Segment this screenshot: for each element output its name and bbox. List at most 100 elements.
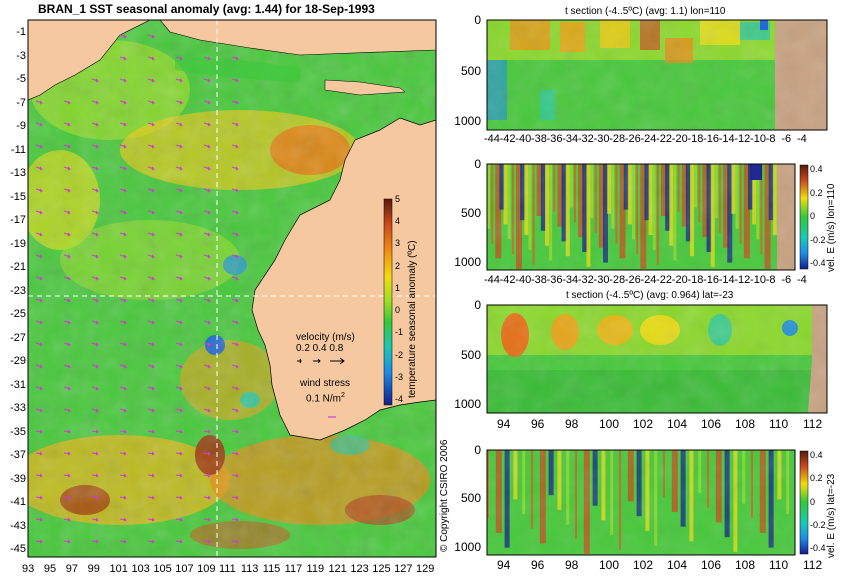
panel-x-tick-label: -10 bbox=[750, 274, 766, 286]
panel-x-tick-label: 108 bbox=[735, 417, 756, 431]
panel-t-section-lat[interactable] bbox=[486, 304, 828, 414]
wind-arrow bbox=[63, 364, 71, 369]
wind-arrow bbox=[35, 342, 43, 347]
panel-t-section-lon[interactable] bbox=[486, 19, 828, 131]
wind-arrow bbox=[203, 320, 211, 325]
wind-arrow bbox=[91, 276, 99, 281]
wind-arrow bbox=[35, 473, 43, 478]
wind-arrow bbox=[175, 517, 183, 522]
longitude-tick-label: 103 bbox=[131, 563, 150, 575]
latitude-tick-label: -41 bbox=[10, 496, 26, 508]
wind-arrow bbox=[147, 210, 155, 215]
panel-x-tick-label: 110 bbox=[769, 558, 789, 572]
wind-arrow bbox=[35, 408, 43, 413]
wind-arrow bbox=[63, 210, 71, 215]
longitude-tick-label: 99 bbox=[87, 563, 100, 575]
sst-colorbar-label: temperature seasonal anomaly (ºC) bbox=[407, 240, 418, 398]
wind-arrow bbox=[231, 517, 239, 522]
vel-colorbar-tick-label: 0 bbox=[810, 496, 816, 507]
wind-arrow bbox=[175, 320, 183, 325]
longitude-tick-label: 119 bbox=[306, 563, 325, 575]
panel-y-tick-label: 500 bbox=[460, 347, 481, 362]
wind-arrow bbox=[63, 539, 71, 544]
wind-arrow bbox=[91, 166, 99, 171]
wind-arrow bbox=[91, 429, 99, 434]
panel-x-tick-label: 100 bbox=[599, 558, 620, 572]
latitude-tick-label: -23 bbox=[10, 284, 26, 297]
panel-x-tick-label: -22 bbox=[656, 133, 673, 145]
wind-arrow bbox=[119, 298, 127, 303]
panel-x-tick-label: -44 bbox=[484, 274, 500, 286]
panel-x-tick-label: -20 bbox=[671, 274, 688, 286]
longitude-tick-label: 121 bbox=[328, 563, 347, 575]
wind-arrow bbox=[175, 232, 183, 237]
wind-arrow bbox=[91, 100, 99, 105]
longitude-tick-label: 113 bbox=[240, 563, 259, 575]
wind-arrow bbox=[231, 188, 239, 193]
map-field bbox=[28, 20, 436, 557]
longitude-tick-label: 115 bbox=[262, 563, 281, 575]
wind-arrow bbox=[35, 364, 43, 369]
wind-arrow bbox=[147, 298, 155, 303]
panel-x-tick-label: 96 bbox=[531, 558, 545, 572]
panel-x-tick-label: -20 bbox=[671, 133, 688, 145]
panel-y-tick-label: 0 bbox=[474, 298, 481, 312]
wind-arrow bbox=[63, 495, 71, 500]
wind-arrow bbox=[119, 517, 127, 522]
wind-arrow bbox=[203, 386, 211, 391]
panel-x-tick-label: -16 bbox=[703, 274, 719, 286]
wind-arrow bbox=[35, 144, 43, 149]
panel-y-tick-label: 0 bbox=[474, 13, 481, 27]
panel-x-tick-label: -40 bbox=[515, 274, 532, 286]
wind-arrow bbox=[35, 517, 43, 522]
wind-arrow bbox=[203, 78, 211, 83]
wind-arrow bbox=[147, 342, 155, 347]
sst-colorbar-tick-label: 5 bbox=[395, 194, 401, 204]
panel-x-tick-label: 106 bbox=[701, 558, 722, 572]
wind-arrow bbox=[91, 386, 99, 391]
vel-colorbar-tick-label: 0.4 bbox=[810, 164, 823, 174]
wind-arrow bbox=[63, 429, 71, 434]
wind-arrow bbox=[231, 451, 239, 456]
panel-x-tick-label: -26 bbox=[624, 133, 641, 145]
wind-arrow bbox=[119, 473, 127, 478]
wind-arrow bbox=[91, 539, 99, 544]
wind-arrow bbox=[63, 386, 71, 391]
panel-vel-lat[interactable] bbox=[486, 449, 809, 556]
latitude-tick-label: -35 bbox=[10, 425, 26, 438]
panel-x-tick-label: 102 bbox=[633, 417, 654, 431]
panel-vel-lon[interactable] bbox=[486, 163, 809, 271]
wind-arrow bbox=[175, 364, 183, 369]
wind-arrow bbox=[91, 254, 99, 259]
wind-arrow bbox=[63, 298, 71, 303]
longitude-tick-label: 111 bbox=[219, 563, 236, 575]
wind-arrow bbox=[231, 320, 239, 325]
panel-x-tick-label: 94 bbox=[497, 417, 511, 431]
panel-x-tick-label: 98 bbox=[565, 558, 579, 572]
wind-arrow bbox=[35, 254, 43, 259]
wind-arrow bbox=[147, 364, 155, 369]
panel-x-tick-label: -30 bbox=[593, 133, 610, 145]
wind-arrow bbox=[175, 100, 183, 105]
wind-arrow bbox=[63, 342, 71, 347]
wind-arrow bbox=[119, 56, 127, 61]
wind-arrow bbox=[231, 56, 239, 61]
wind-arrow bbox=[175, 539, 183, 544]
sst-colorbar bbox=[383, 198, 393, 406]
wind-arrow bbox=[175, 122, 183, 127]
wind-arrow bbox=[91, 122, 99, 127]
wind-arrow bbox=[231, 232, 239, 237]
vel-colorbar-tick-label: 0.2 bbox=[810, 187, 823, 198]
wind-arrow bbox=[147, 144, 155, 149]
longitude-tick-label: 117 bbox=[284, 563, 303, 575]
wind-arrow bbox=[35, 495, 43, 500]
vel-colorbar-tick-label: 0.2 bbox=[810, 473, 823, 484]
wind-arrow bbox=[147, 386, 155, 391]
wind-arrow bbox=[231, 408, 239, 413]
panel-y-tick-label: 0 bbox=[474, 443, 481, 457]
sst-colorbar-tick-label: 2 bbox=[395, 260, 401, 271]
copyright-label: © Copyright CSIRO 2006 bbox=[439, 439, 450, 552]
wind-arrow bbox=[203, 451, 211, 456]
panel-x-tick-label: -28 bbox=[609, 133, 626, 145]
